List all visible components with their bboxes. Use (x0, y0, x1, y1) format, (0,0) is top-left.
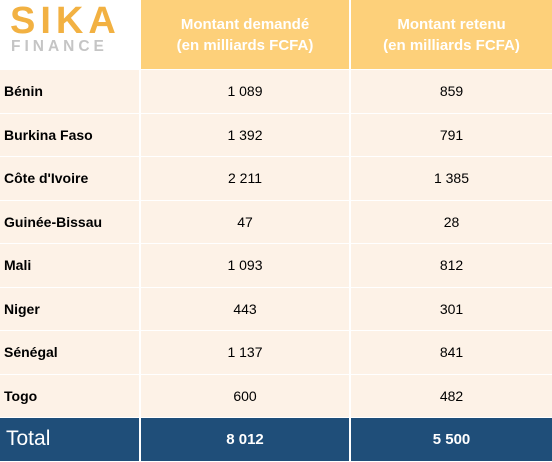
montant-demande-value: 1 392 (139, 112, 350, 157)
table-row: Bénin 1 089 859 (0, 69, 552, 113)
montant-retenu-value: 1 385 (349, 156, 552, 200)
montant-retenu-value: 28 (349, 199, 552, 244)
total-label: Total (0, 417, 140, 461)
header-col3-line2: (en milliards FCFA) (383, 36, 520, 54)
country-name: Guinée-Bissau (0, 199, 140, 244)
montant-demande-value: 600 (139, 373, 350, 418)
montant-demande-value: 47 (139, 199, 350, 244)
logo-text-bottom: FINANCE (11, 38, 108, 55)
country-name: Burkina Faso (0, 112, 140, 157)
table-row: Togo 600 482 (0, 373, 552, 418)
table-row: Burkina Faso 1 392 791 (0, 112, 552, 157)
montant-retenu-value: 859 (349, 69, 552, 113)
country-name: Sénégal (0, 330, 140, 374)
montant-demande-value: 1 137 (139, 330, 350, 374)
montant-retenu-value: 482 (349, 373, 552, 418)
country-name: Togo (0, 373, 140, 418)
total-montant-demande: 8 012 (139, 417, 350, 461)
logo-text-top: SIKA (10, 0, 121, 42)
country-name: Bénin (0, 69, 140, 113)
montant-retenu-value: 791 (349, 112, 552, 157)
montant-demande-value: 443 (139, 286, 350, 331)
montant-demande-value: 1 089 (139, 69, 350, 113)
header-col3-line1: Montant retenu (397, 15, 506, 33)
montant-retenu-value: 841 (349, 330, 552, 374)
total-row: Total 8 012 5 500 (0, 417, 552, 461)
table-row: Sénégal 1 137 841 (0, 330, 552, 374)
table-row: Mali 1 093 812 (0, 243, 552, 287)
header-col2-line2: (en milliards FCFA) (176, 36, 314, 54)
logo-cell: SIKA FINANCE (0, 0, 140, 70)
header-montant-retenu: Montant retenu (en milliards FCFA) (349, 0, 552, 70)
country-name: Mali (0, 243, 140, 287)
table-row: Côte d'Ivoire 2 211 1 385 (0, 156, 552, 200)
montant-retenu-value: 812 (349, 243, 552, 287)
sika-finance-logo: SIKA FINANCE (0, 0, 139, 69)
montant-retenu-value: 301 (349, 286, 552, 331)
header-col2-line1: Montant demandé (180, 15, 310, 33)
country-name: Niger (0, 286, 140, 331)
country-name: Côte d'Ivoire (0, 156, 140, 200)
table-header-row: SIKA FINANCE Montant demandé (en milliar… (0, 0, 552, 70)
montant-demande-value: 2 211 (139, 156, 350, 200)
total-montant-retenu: 5 500 (349, 417, 552, 461)
table-row: Guinée-Bissau 47 28 (0, 199, 552, 244)
montant-demande-value: 1 093 (139, 243, 350, 287)
table-row: Niger 443 301 (0, 286, 552, 331)
header-montant-demande: Montant demandé (en milliards FCFA) (139, 0, 350, 70)
